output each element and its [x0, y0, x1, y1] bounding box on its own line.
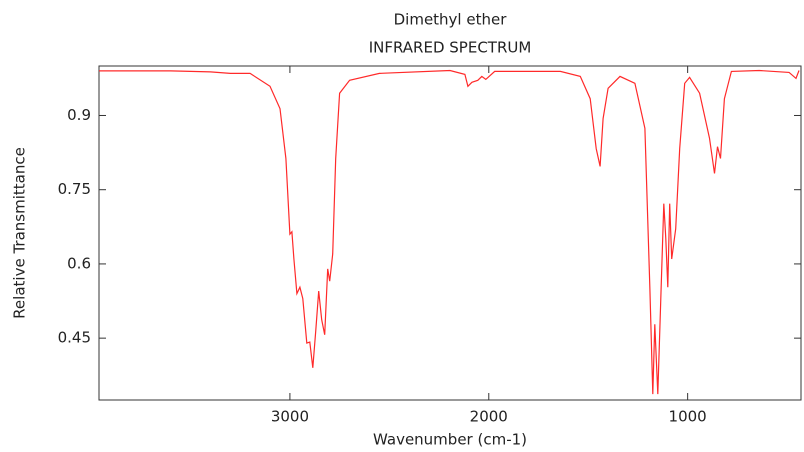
x-tick-label: 3000 — [271, 408, 309, 426]
x-tick-label: 1000 — [669, 408, 707, 426]
y-tick-label: 0.6 — [67, 254, 91, 272]
y-tick-label: 0.75 — [58, 180, 91, 198]
spectrum-line — [99, 69, 800, 395]
x-tick-label: 2000 — [470, 408, 508, 426]
y-tick-label: 0.45 — [58, 329, 91, 347]
plot-frame — [98, 65, 802, 401]
chart-title: Dimethyl ether — [394, 11, 508, 29]
chart-subtitle: INFRARED SPECTRUM — [369, 39, 532, 57]
y-tick-label: 0.9 — [67, 106, 91, 124]
x-axis-title: Wavenumber (cm-1) — [373, 431, 527, 449]
y-axis-title: Relative Transmittance — [11, 147, 29, 319]
